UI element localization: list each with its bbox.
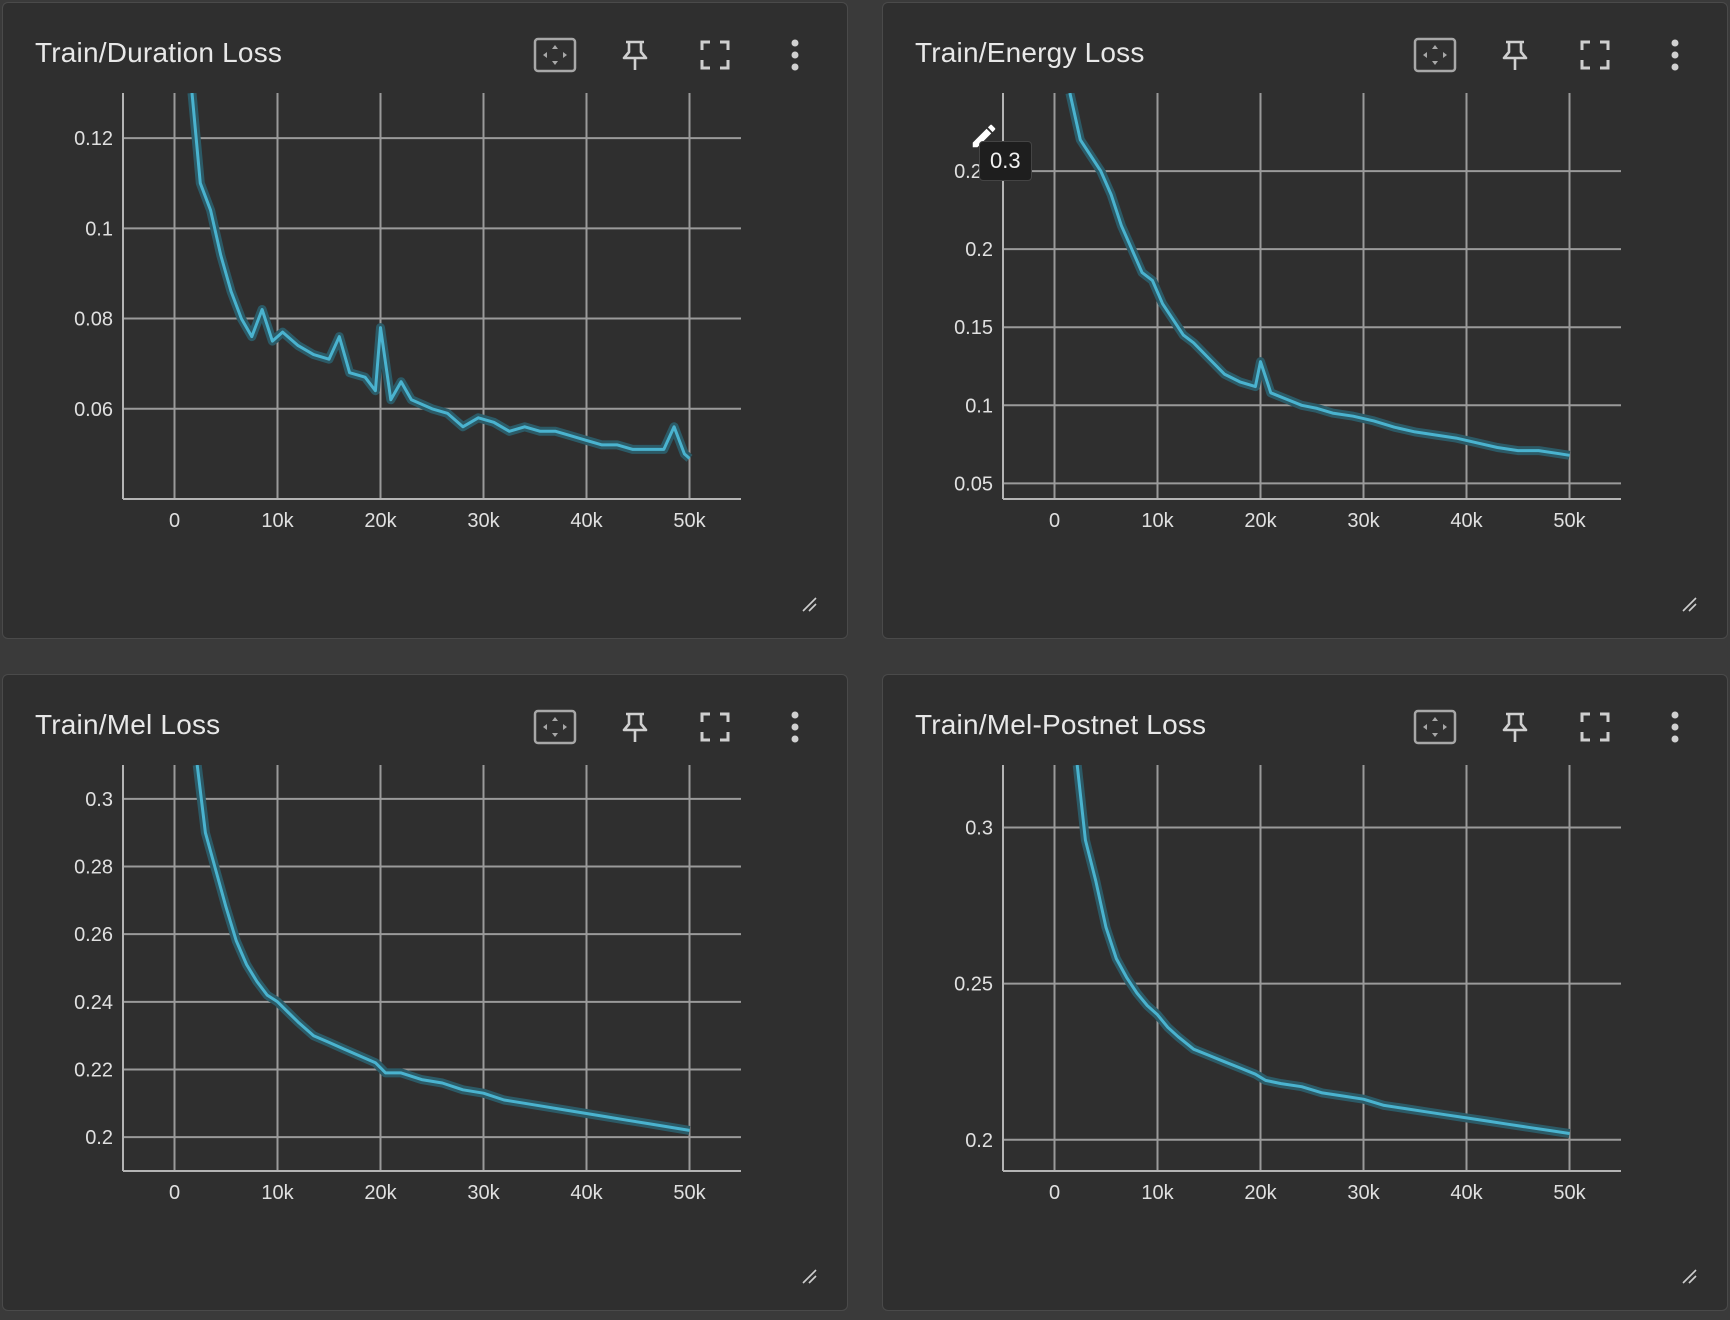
y-axis-tooltip: 0.3 — [979, 141, 1032, 181]
x-tick-label: 50k — [1553, 510, 1586, 532]
x-tick-label: 40k — [1450, 510, 1483, 532]
series-raw-band — [1072, 765, 1571, 1138]
y-tick-label: 0.2 — [965, 1130, 993, 1152]
y-tick-label: 0.15 — [954, 317, 993, 339]
card-toolbar — [533, 703, 817, 751]
x-tick-label: 10k — [1141, 1182, 1174, 1204]
resize-handle-icon[interactable] — [1681, 596, 1697, 612]
x-tick-label: 50k — [673, 1182, 706, 1204]
x-tick-label: 0 — [1049, 510, 1060, 532]
series-line — [190, 93, 691, 460]
pin-icon[interactable] — [1493, 33, 1537, 77]
resize-handle-icon[interactable] — [801, 596, 817, 612]
more-vert-icon[interactable] — [1653, 33, 1697, 77]
card-title: Train/Mel Loss — [35, 709, 221, 740]
chart-card-mel-postnet: Train/Mel-Postnet Loss 0.2 0.25 0.3 0 10k 20k… — [882, 674, 1728, 1311]
y-tick-label: 0.2 — [85, 1127, 113, 1149]
fit-to-domain-icon[interactable] — [533, 33, 577, 77]
pin-icon[interactable] — [613, 33, 657, 77]
more-vert-icon[interactable] — [773, 705, 817, 749]
line-chart[interactable]: 0.06 0.08 0.1 0.12 0 10k 20k 30k 40k 50k — [3, 3, 849, 640]
y-tick-label: 0.08 — [74, 309, 113, 331]
line-chart[interactable]: 0.2 0.25 0.3 0 10k 20k 30k 40k 50k — [883, 675, 1729, 1312]
x-tick-label: 20k — [1244, 1182, 1277, 1204]
y-tick-label: 0.3 — [85, 789, 113, 811]
x-tick-label: 20k — [1244, 510, 1277, 532]
x-tick-label: 40k — [1450, 1182, 1483, 1204]
x-tick-label: 10k — [261, 1182, 294, 1204]
x-tick-label: 0 — [1049, 1182, 1060, 1204]
y-tick-label: 0.2 — [965, 239, 993, 261]
line-chart[interactable]: 0.050.10.150.20.250 10k 20k 30k 40k 50k — [883, 3, 1729, 640]
series-line — [1075, 765, 1570, 1135]
line-chart[interactable]: 0.2 0.22 0.24 0.26 0.28 0.3 0 10k 20k 30k 40k 50k — [3, 675, 849, 1312]
chart-card-mel: Train/Mel Loss 0.2 0.22 0.24 0.26 0.28 0.3 0 10… — [2, 674, 848, 1311]
x-tick-label: 30k — [1347, 510, 1380, 532]
card-toolbar — [1413, 703, 1697, 751]
series-raw-band — [187, 93, 693, 462]
fit-to-domain-icon[interactable] — [1413, 33, 1457, 77]
y-tick-label: 0.1 — [85, 218, 113, 240]
x-tick-label: 30k — [467, 1182, 500, 1204]
fit-to-domain-icon[interactable] — [533, 705, 577, 749]
chart-card-energy: Train/Energy Loss 0.05 0.1 0.15 0.2 0.25 0 10k… — [882, 2, 1728, 639]
x-tick-label: 50k — [673, 510, 706, 532]
card-toolbar — [1413, 31, 1697, 79]
resize-handle-icon[interactable] — [1681, 1268, 1697, 1284]
x-tick-label: 20k — [364, 510, 397, 532]
y-tick-label: 0.3 — [965, 817, 993, 839]
x-tick-label: 20k — [364, 1182, 397, 1204]
pin-icon[interactable] — [1493, 705, 1537, 749]
fit-to-domain-icon[interactable] — [1413, 705, 1457, 749]
y-tick-label: 0.22 — [74, 1060, 113, 1082]
x-tick-label: 30k — [1347, 1182, 1380, 1204]
y-tick-label: 0.26 — [74, 924, 113, 946]
fullscreen-icon[interactable] — [1573, 33, 1617, 77]
card-title: Train/Mel-Postnet Loss — [915, 709, 1207, 740]
fullscreen-icon[interactable] — [1573, 705, 1617, 749]
x-tick-label: 50k — [1553, 1182, 1586, 1204]
y-tick-label: 0.12 — [74, 128, 113, 150]
x-tick-label: 30k — [467, 510, 500, 532]
x-tick-label: 0 — [169, 510, 180, 532]
x-tick-label: 10k — [1141, 510, 1174, 532]
more-vert-icon[interactable] — [1653, 705, 1697, 749]
x-tick-label: 40k — [570, 510, 603, 532]
y-tick-label: 0.28 — [74, 857, 113, 879]
edit-icon[interactable] — [969, 121, 999, 151]
series-raw-band — [192, 765, 691, 1135]
card-title: Train/Duration Loss — [35, 37, 283, 68]
x-tick-label: 0 — [169, 1182, 180, 1204]
series-line — [1068, 93, 1570, 457]
more-vert-icon[interactable] — [773, 33, 817, 77]
x-tick-label: 40k — [570, 1182, 603, 1204]
chart-card-duration: Train/Duration Loss 0.06 0.08 0.1 0.12 0 10k 2… — [2, 2, 848, 639]
fullscreen-icon[interactable] — [693, 705, 737, 749]
y-tick-label: 0.1 — [965, 395, 993, 417]
y-tick-label: 0.06 — [74, 399, 113, 421]
y-tick-label: 0.24 — [74, 992, 113, 1014]
resize-handle-icon[interactable] — [801, 1268, 817, 1284]
x-tick-label: 10k — [261, 510, 294, 532]
fullscreen-icon[interactable] — [693, 33, 737, 77]
card-title: Train/Energy Loss — [915, 37, 1145, 68]
y-tick-label: 0.25 — [954, 974, 993, 996]
card-toolbar — [533, 31, 817, 79]
y-tick-label: 0.05 — [954, 473, 993, 495]
series-line — [195, 765, 690, 1132]
pin-icon[interactable] — [613, 705, 657, 749]
